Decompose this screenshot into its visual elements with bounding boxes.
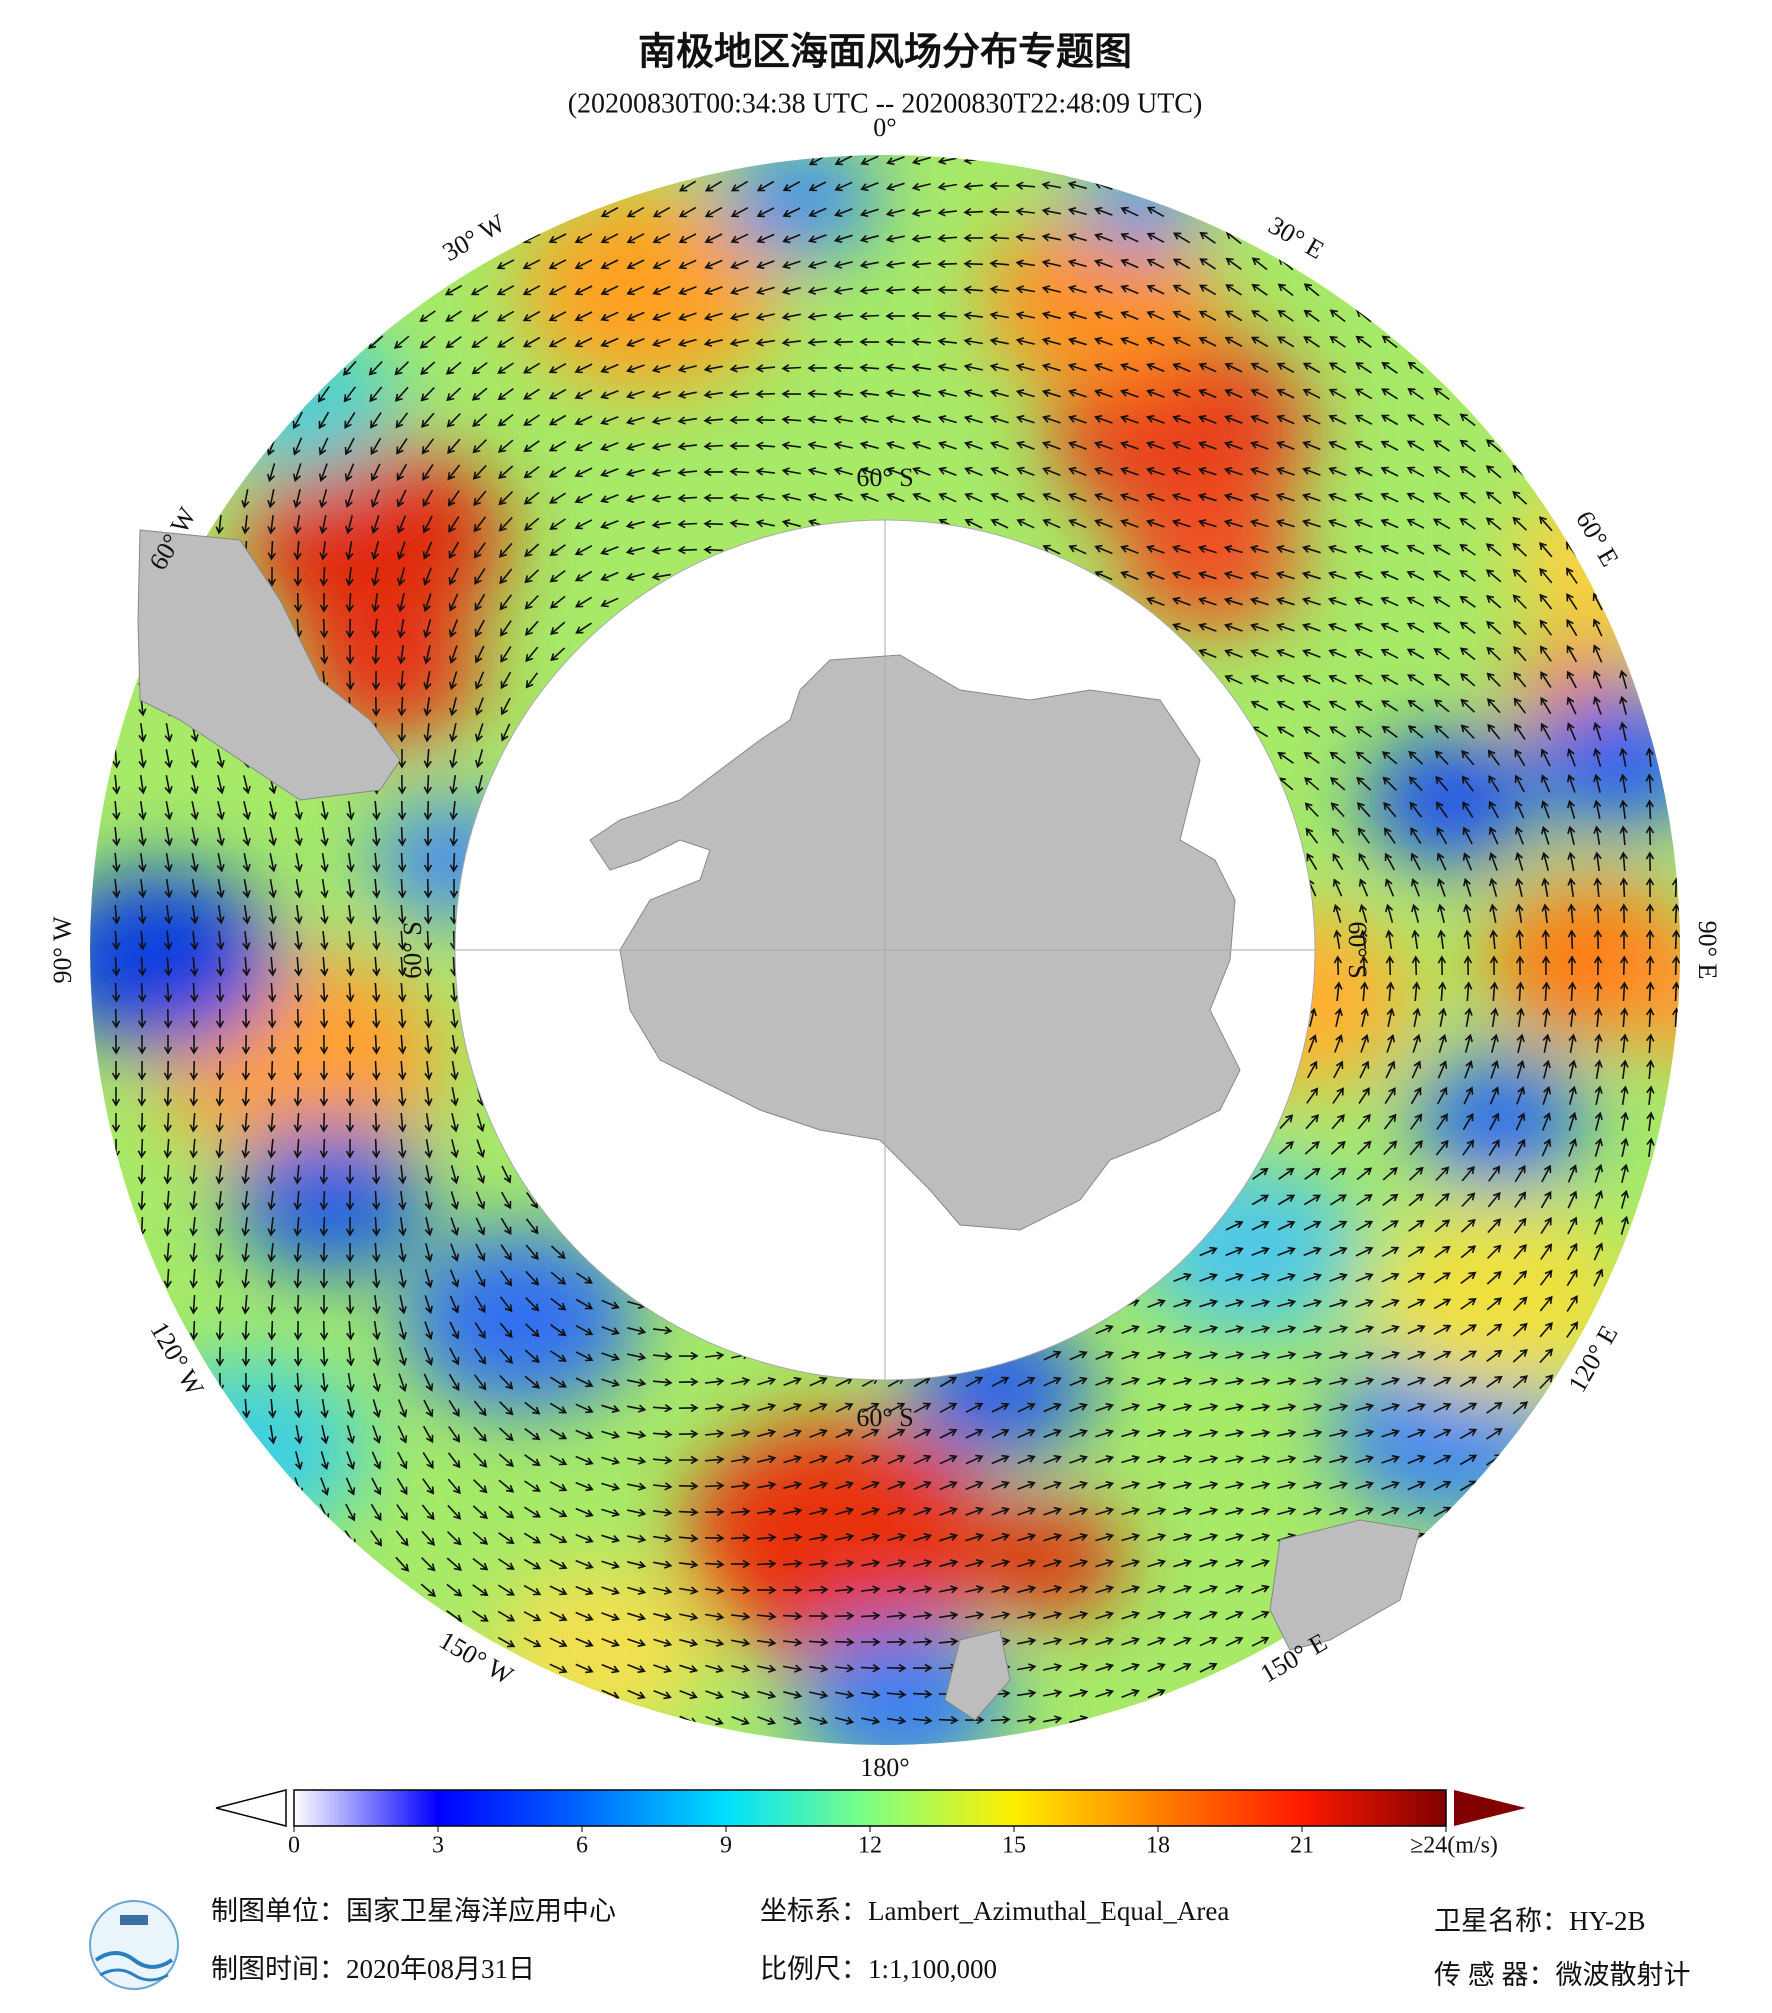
longitude-label: 180°: [860, 1753, 909, 1782]
wind-speed-patch: [1415, 1055, 1585, 1185]
wind-speed-patch: [520, 190, 780, 390]
colorbar-tick-label: 6: [576, 1833, 588, 1859]
footer: 制图单位：国家卫星海洋应用中心 制图时间：2020年08月31日 坐标系：Lam…: [211, 1896, 1691, 1990]
wind-speed-patch: [232, 1125, 428, 1275]
wind-speed-patch: [1365, 735, 1535, 865]
footer-date: 制图时间：2020年08月31日: [211, 1954, 535, 1984]
wind-speed-patch: [90, 870, 277, 1050]
latitude-label: 60° S: [856, 463, 913, 492]
land: [137, 529, 1421, 1721]
colorbar-tick-label: ≥24(m/s): [1410, 1833, 1498, 1859]
wind-speed-patch: [245, 440, 505, 640]
footer-satellite: 卫星名称：HY-2B: [1434, 1906, 1646, 1936]
colorbar-under: [215, 1789, 287, 1827]
latitude-label: 60° S: [1343, 921, 1372, 978]
footer-crs: 坐标系：Lambert_Azimuthal_Equal_Area: [760, 1896, 1229, 1926]
colorbar-over: [1454, 1790, 1526, 1826]
wind-speed-patch: [722, 155, 878, 260]
title: 南极地区海面风场分布专题图: [638, 30, 1132, 74]
wind-speed-patch: [1529, 690, 1681, 830]
colorbar-tick-label: 0: [288, 1833, 300, 1859]
wind-speed-patch: [1622, 940, 1681, 1060]
wind-speed-patch: [372, 800, 528, 920]
graticule: [454, 519, 1316, 1381]
footer-unit: 制图单位：国家卫星海洋应用中心: [211, 1896, 616, 1926]
wind-speed-patch: [983, 210, 1217, 390]
longitude-label: 90° W: [48, 916, 77, 983]
colorbar-tick-label: 21: [1290, 1833, 1314, 1859]
latitude-label: 60° S: [398, 921, 427, 978]
longitude-label: 0°: [873, 113, 896, 142]
wind-speed-patch: [489, 1565, 711, 1735]
logo: [89, 1900, 179, 1990]
colorbar-tick-label: 12: [858, 1833, 882, 1859]
footer-sensor: 传 感 器：微波散射计: [1434, 1960, 1691, 1990]
wind-speed-patch: [133, 1360, 367, 1540]
colorbar-tick-label: 3: [432, 1833, 444, 1859]
footer-scale: 比例尺：1:1,100,000: [760, 1954, 997, 1984]
wind-speed-patch: [1075, 155, 1205, 250]
wind-speed-patch: [796, 1620, 1004, 1745]
latitude-label: 60° S: [856, 1403, 913, 1432]
wind-speed-patch: [684, 1420, 996, 1660]
wind-speed-patch: [978, 1505, 1122, 1615]
wind-speed-patch: [403, 1230, 637, 1410]
colorbar-tick-label: 9: [720, 1833, 732, 1859]
wind-speed-patch: [1139, 1165, 1361, 1335]
colorbar-tick-label: 18: [1146, 1833, 1170, 1859]
colorbar-tick-label: 15: [1002, 1833, 1026, 1859]
subtitle: (20200830T00:34:38 UTC -- 20200830T22:48…: [568, 88, 1203, 119]
colorbar: [293, 1789, 1447, 1827]
longitude-label: 90° E: [1693, 921, 1722, 980]
